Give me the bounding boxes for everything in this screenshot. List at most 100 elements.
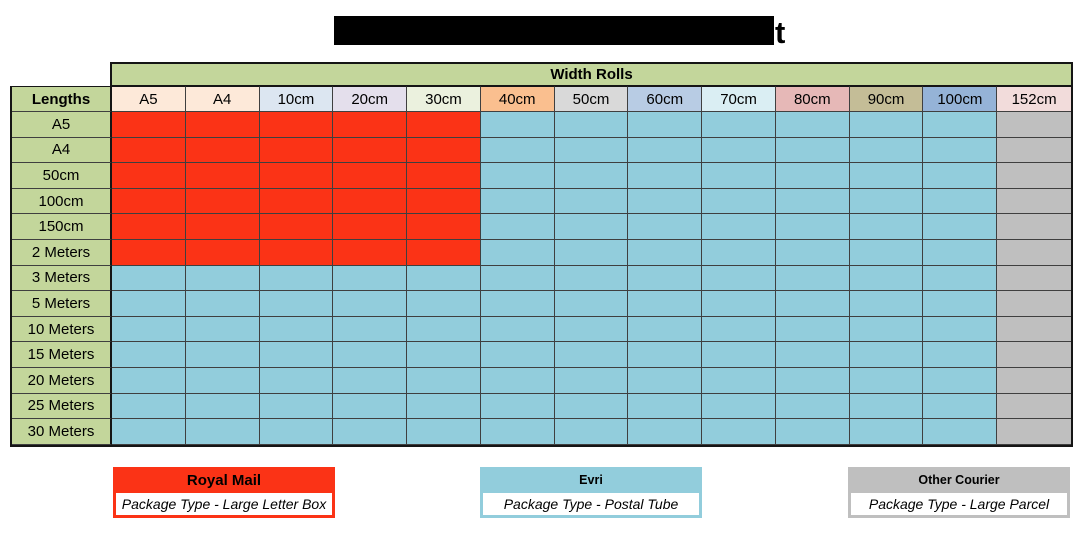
- cell-evri: [702, 291, 776, 317]
- cell-evri: [775, 291, 850, 317]
- legend-other-courier: Other Courier Package Type - Large Parce…: [848, 467, 1070, 518]
- cell-royal-mail: [333, 239, 408, 266]
- cell-royal-mail: [185, 239, 260, 266]
- cell-evri: [775, 265, 850, 292]
- group-header-row: Width Rolls: [10, 62, 1073, 86]
- row-label-25-meters: 25 Meters: [12, 393, 112, 420]
- row-label-150cm: 150cm: [12, 214, 112, 240]
- cell-evri: [628, 342, 703, 368]
- cell-evri: [702, 112, 776, 138]
- cell-evri: [480, 367, 555, 394]
- cell-evri: [849, 393, 924, 420]
- column-header-100cm: 100cm: [923, 86, 998, 112]
- cell-evri: [702, 214, 776, 240]
- cell-evri: [554, 419, 629, 445]
- cell-royal-mail: [407, 188, 481, 215]
- cell-royal-mail: [333, 188, 408, 215]
- column-header-a4: A4: [185, 86, 260, 112]
- cell-evri: [185, 419, 260, 445]
- legend-royal-mail-title: Royal Mail: [186, 471, 262, 489]
- row-label-10-meters: 10 Meters: [12, 316, 112, 343]
- column-header-20cm: 20cm: [333, 86, 408, 112]
- column-header-80cm: 80cm: [775, 86, 850, 112]
- cell-evri: [554, 239, 629, 266]
- cell-royal-mail: [259, 188, 334, 215]
- cell-evri: [112, 316, 186, 343]
- cell-evri: [333, 291, 408, 317]
- cell-evri: [259, 265, 334, 292]
- cell-other-courier: [997, 112, 1071, 138]
- cell-evri: [849, 419, 924, 445]
- legend-evri-package-type: Package Type - Postal Tube: [483, 493, 699, 515]
- cell-evri: [849, 214, 924, 240]
- cell-royal-mail: [407, 163, 481, 189]
- cell-evri: [112, 393, 186, 420]
- cell-royal-mail: [407, 137, 481, 164]
- cell-evri: [849, 316, 924, 343]
- cell-royal-mail: [185, 214, 260, 240]
- row-label-a5: A5: [12, 112, 112, 138]
- cell-evri: [480, 342, 555, 368]
- cell-evri: [554, 291, 629, 317]
- row-label-a4: A4: [12, 137, 112, 164]
- cell-evri: [554, 188, 629, 215]
- cell-other-courier: [997, 163, 1071, 189]
- cell-evri: [480, 188, 555, 215]
- cell-evri: [185, 367, 260, 394]
- cell-evri: [923, 137, 998, 164]
- title-row: t: [334, 16, 785, 50]
- cell-evri: [702, 137, 776, 164]
- cell-evri: [480, 163, 555, 189]
- cell-evri: [185, 393, 260, 420]
- lengths-corner-label: Lengths: [12, 86, 112, 112]
- cell-evri: [554, 214, 629, 240]
- legend-evri-title: Evri: [579, 473, 603, 487]
- cell-evri: [775, 239, 850, 266]
- cell-evri: [923, 316, 998, 343]
- column-header-50cm: 50cm: [554, 86, 629, 112]
- cell-evri: [554, 137, 629, 164]
- cell-evri: [259, 316, 334, 343]
- width-rolls-header: Width Rolls: [110, 62, 1073, 86]
- cell-evri: [480, 291, 555, 317]
- cell-evri: [849, 188, 924, 215]
- cell-royal-mail: [112, 214, 186, 240]
- cell-evri: [628, 214, 703, 240]
- cell-royal-mail: [259, 137, 334, 164]
- cell-royal-mail: [112, 112, 186, 138]
- cell-evri: [112, 342, 186, 368]
- cell-royal-mail: [407, 239, 481, 266]
- column-header-60cm: 60cm: [628, 86, 703, 112]
- cell-evri: [923, 291, 998, 317]
- title-trailing-char: t: [775, 15, 786, 50]
- cell-evri: [554, 265, 629, 292]
- cell-evri: [407, 342, 481, 368]
- cell-evri: [480, 112, 555, 138]
- cell-royal-mail: [333, 137, 408, 164]
- cell-evri: [775, 316, 850, 343]
- cell-evri: [480, 137, 555, 164]
- column-header-30cm: 30cm: [407, 86, 481, 112]
- cell-evri: [112, 291, 186, 317]
- cell-royal-mail: [112, 163, 186, 189]
- cell-evri: [480, 393, 555, 420]
- cell-evri: [702, 367, 776, 394]
- row-label-15-meters: 15 Meters: [12, 342, 112, 368]
- cell-evri: [775, 393, 850, 420]
- column-header-a5: A5: [112, 86, 186, 112]
- cell-evri: [849, 342, 924, 368]
- cell-other-courier: [997, 316, 1071, 343]
- cell-evri: [775, 137, 850, 164]
- cell-evri: [628, 291, 703, 317]
- legend-royal-mail: Royal Mail Package Type - Large Letter B…: [113, 467, 335, 518]
- cell-evri: [923, 419, 998, 445]
- legend-royal-mail-package-type: Package Type - Large Letter Box: [116, 493, 332, 515]
- cell-evri: [480, 316, 555, 343]
- cell-evri: [775, 214, 850, 240]
- cell-evri: [628, 367, 703, 394]
- cell-evri: [628, 265, 703, 292]
- cell-other-courier: [997, 188, 1071, 215]
- cell-evri: [775, 367, 850, 394]
- cell-evri: [554, 163, 629, 189]
- cell-evri: [407, 419, 481, 445]
